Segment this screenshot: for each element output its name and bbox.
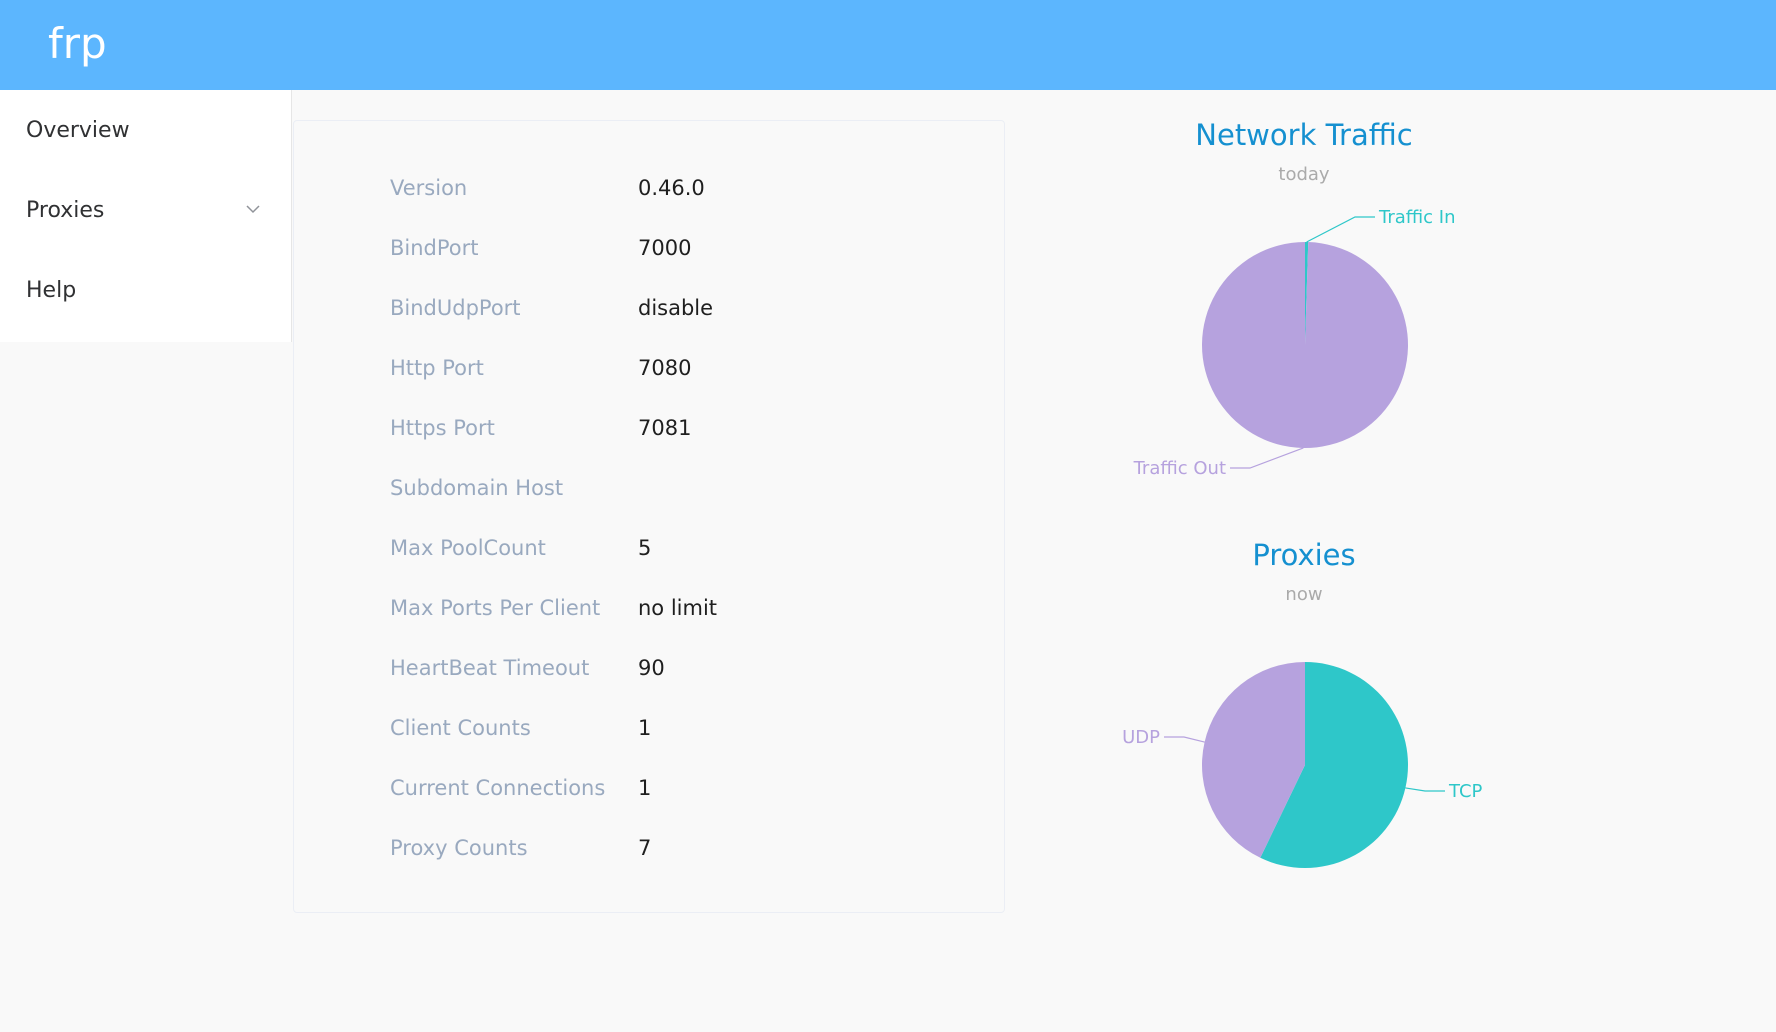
info-row-proxy-counts: Proxy Counts 7 [390, 828, 950, 868]
info-value: 7000 [638, 236, 692, 260]
info-row-version: Version 0.46.0 [390, 168, 950, 208]
info-label: Max PoolCount [390, 536, 546, 560]
app-brand: frp [48, 19, 107, 68]
info-value: 0.46.0 [638, 176, 705, 200]
info-label: BindPort [390, 236, 479, 260]
proxies-chart-title: Proxies [1252, 538, 1356, 572]
info-label: Http Port [390, 356, 484, 380]
info-value: 1 [638, 776, 652, 800]
pie-label-line [1230, 447, 1304, 469]
info-label: Current Connections [390, 776, 606, 800]
info-value: 1 [638, 716, 652, 740]
pie-slice-tcp[interactable] [1260, 662, 1408, 868]
info-value: 7081 [638, 416, 692, 440]
info-label: Max Ports Per Client [390, 596, 601, 620]
info-label: HeartBeat Timeout [390, 656, 590, 680]
info-label: Client Counts [390, 716, 531, 740]
chevron-down-icon [246, 205, 260, 214]
pie-label-line [1405, 787, 1445, 792]
pie-label: Traffic Out [1133, 458, 1226, 479]
pie-slice-traffic-in[interactable] [1305, 242, 1309, 345]
proxies-pie-chart: TCP UDP [1122, 662, 1483, 868]
info-label: Version [390, 176, 468, 200]
traffic-pie-chart: Traffic In Traffic Out [1133, 207, 1456, 479]
info-row-subdomain-host: Subdomain Host [390, 468, 950, 508]
traffic-chart-subtitle: today [1278, 164, 1330, 185]
sidebar-item-label: Overview [26, 117, 130, 143]
info-label: BindUdpPort [390, 296, 521, 320]
proxies-chart-subtitle: now [1285, 584, 1323, 605]
info-value: disable [638, 296, 714, 320]
info-value: 7080 [638, 356, 692, 380]
info-label: Https Port [390, 416, 495, 440]
info-row-current-connections: Current Connections 1 [390, 768, 950, 808]
pie-label: Traffic In [1378, 207, 1456, 228]
server-info-card: Version 0.46.0 BindPort 7000 BindUdpPort… [293, 120, 1005, 913]
sidebar-menu: Overview Proxies Help [0, 90, 292, 342]
sidebar-item-label: Help [26, 277, 77, 303]
sidebar-item-label: Proxies [26, 197, 105, 223]
top-header: frp [0, 0, 1776, 90]
info-value: 5 [638, 536, 652, 560]
info-value: no limit [638, 596, 718, 620]
info-value: 90 [638, 656, 665, 680]
pie-label-line [1306, 216, 1375, 243]
pie-slice-udp[interactable] [1201, 662, 1305, 858]
pie-slice-traffic-out[interactable] [1202, 242, 1409, 448]
sidebar-item-proxies[interactable]: Proxies [0, 170, 292, 250]
info-row-https-port: Https Port 7081 [390, 408, 950, 448]
sidebar-item-overview[interactable]: Overview [0, 90, 292, 170]
info-label: Proxy Counts [390, 836, 528, 860]
traffic-chart-title: Network Traffic [1195, 118, 1413, 152]
info-row-max-poolcount: Max PoolCount 5 [390, 528, 950, 568]
info-row-bindport: BindPort 7000 [390, 228, 950, 268]
info-row-bindudpport: BindUdpPort disable [390, 288, 950, 328]
pie-label: UDP [1122, 727, 1160, 748]
pie-label-line [1164, 736, 1205, 743]
info-row-max-ports-per-client: Max Ports Per Client no limit [390, 588, 950, 628]
info-label: Subdomain Host [390, 476, 564, 500]
info-row-http-port: Http Port 7080 [390, 348, 950, 388]
info-value: 7 [638, 836, 652, 860]
sidebar-item-help[interactable]: Help [0, 250, 292, 330]
info-row-client-counts: Client Counts 1 [390, 708, 950, 748]
info-row-heartbeat-timeout: HeartBeat Timeout 90 [390, 648, 950, 688]
pie-label: TCP [1448, 781, 1483, 802]
